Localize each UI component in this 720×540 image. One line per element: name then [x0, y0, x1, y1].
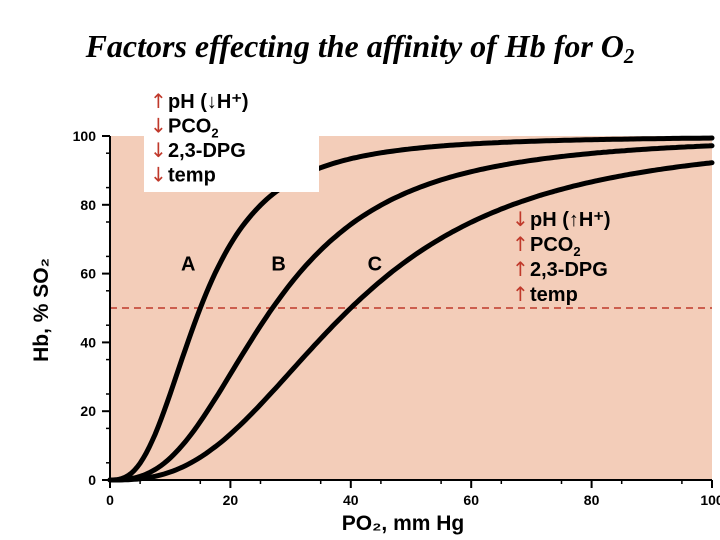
right-shift-annotation-text: pH (↑H⁺): [530, 209, 611, 231]
slide-title: Factors effecting the affinity of Hb for…: [0, 28, 720, 69]
y-tick-label: 20: [80, 403, 96, 419]
right-shift-annotation-arrow: ↑: [512, 257, 529, 281]
left-shift-annotation-text: 2,3-DPG: [168, 140, 246, 162]
x-tick-label: 40: [343, 492, 359, 508]
curve-label-b: B: [271, 253, 285, 275]
right-shift-annotation-text: temp: [530, 284, 578, 306]
y-tick-label: 100: [73, 128, 97, 144]
curve-label-a: A: [181, 253, 195, 275]
y-tick-label: 80: [80, 197, 96, 213]
curve-a: [107, 135, 715, 483]
left-shift-annotation-arrow: ↓: [150, 138, 167, 162]
slide-title-subscript: 2: [623, 44, 635, 68]
curve-b: [107, 143, 715, 483]
left-shift-annotation-arrow: ↓: [150, 163, 167, 187]
left-shift-annotation-text: pH (↓H⁺): [168, 91, 249, 113]
left-shift-annotation-text: temp: [168, 165, 216, 187]
left-shift-annotation-text: PCO2: [168, 116, 219, 141]
right-shift-annotation-text: 2,3-DPG: [530, 259, 608, 281]
y-tick-label: 40: [80, 334, 96, 350]
x-tick-label: 20: [223, 492, 239, 508]
right-shift-annotation-arrow: ↑: [512, 232, 529, 256]
y-tick-label: 0: [88, 472, 96, 488]
curve-c: [107, 160, 715, 483]
left-shift-annotation-arrow: ↓: [150, 114, 167, 138]
y-axis-title: Hb, % SO₂: [30, 258, 53, 362]
curve-label-c: C: [368, 253, 382, 275]
slide-title-text: Factors effecting the affinity of Hb for…: [85, 28, 624, 64]
x-tick-label: 0: [106, 492, 114, 508]
x-tick-label: 60: [463, 492, 479, 508]
right-shift-annotation-arrow: ↑: [512, 282, 529, 306]
left-shift-annotation-box: [144, 88, 319, 192]
right-shift-annotation-arrow: ↓: [512, 207, 529, 231]
x-axis-title: PO₂, mm Hg: [342, 512, 465, 535]
x-tick-label: 80: [584, 492, 600, 508]
left-shift-annotation-arrow: ↑: [150, 89, 167, 113]
right-shift-annotation-text: PCO2: [530, 234, 581, 259]
x-tick-label: 100: [700, 492, 720, 508]
y-tick-label: 60: [80, 266, 96, 282]
